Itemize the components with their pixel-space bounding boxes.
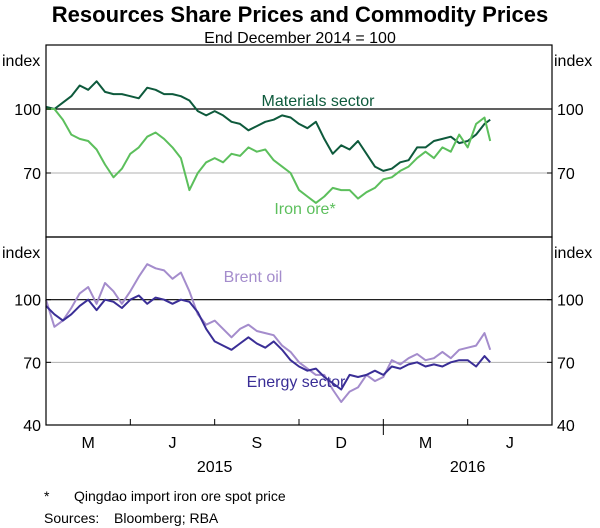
year-label-2015: 2015 [197, 459, 233, 476]
gridlines [46, 108, 552, 363]
ytick-left-70: 70 [23, 166, 41, 183]
xtick-label-M: M [82, 435, 95, 452]
chart-frame [45, 44, 553, 435]
year-label-2016: 2016 [450, 459, 486, 476]
ytick-left-40: 40 [23, 418, 41, 435]
footnote-marker: * [44, 488, 50, 504]
xtick-label-D: D [335, 435, 347, 452]
ytick-left-100: 100 [14, 293, 41, 310]
ytick-right-100: 100 [557, 293, 584, 310]
ytick-right-70: 70 [557, 166, 575, 183]
label-materials-sector: Materials sector [262, 93, 376, 110]
xtick-label-S: S [251, 435, 262, 452]
label-energy-sector: Energy sector [247, 374, 346, 391]
line-iron-ore [46, 108, 492, 204]
sources-text: Bloomberg; RBA [114, 510, 219, 526]
ylabel-left-top: index [2, 53, 40, 70]
label-brent-oil: Brent oil [224, 269, 283, 286]
footnote: * Qingdao import iron ore spot price [44, 488, 286, 504]
ylabel-right-bottom: index [554, 245, 592, 262]
ytick-right-100: 100 [557, 102, 584, 119]
ytick-right-40: 40 [557, 418, 575, 435]
ytick-left-100: 100 [14, 102, 41, 119]
xtick-label-J: J [169, 435, 177, 452]
ytick-right-70: 70 [557, 355, 575, 372]
xtick-label-M: M [419, 435, 432, 452]
line-energy-sector [45, 294, 491, 391]
chart-labels: Materials sector Iron ore* 100 100 70 70 index… [2, 53, 592, 476]
footnote-text: Qingdao import iron ore spot price [74, 488, 286, 504]
series-lines [45, 80, 492, 403]
ylabel-left-bottom: index [2, 245, 40, 262]
sources: Sources: Bloomberg; RBA [44, 510, 218, 526]
sources-label: Sources: [44, 510, 100, 526]
line-brent-oil [45, 263, 492, 403]
label-iron-ore: Iron ore* [274, 201, 335, 218]
line-materials-sector [45, 80, 491, 172]
panel-frame-bottom [45, 236, 553, 426]
chart-title: Resources Share Prices and Commodity Pri… [51, 2, 549, 27]
ylabel-right-top: index [554, 53, 592, 70]
chart-subtitle: End December 2014 = 100 [204, 30, 396, 47]
ytick-left-70: 70 [23, 355, 41, 372]
xtick-label-J: J [506, 435, 514, 452]
